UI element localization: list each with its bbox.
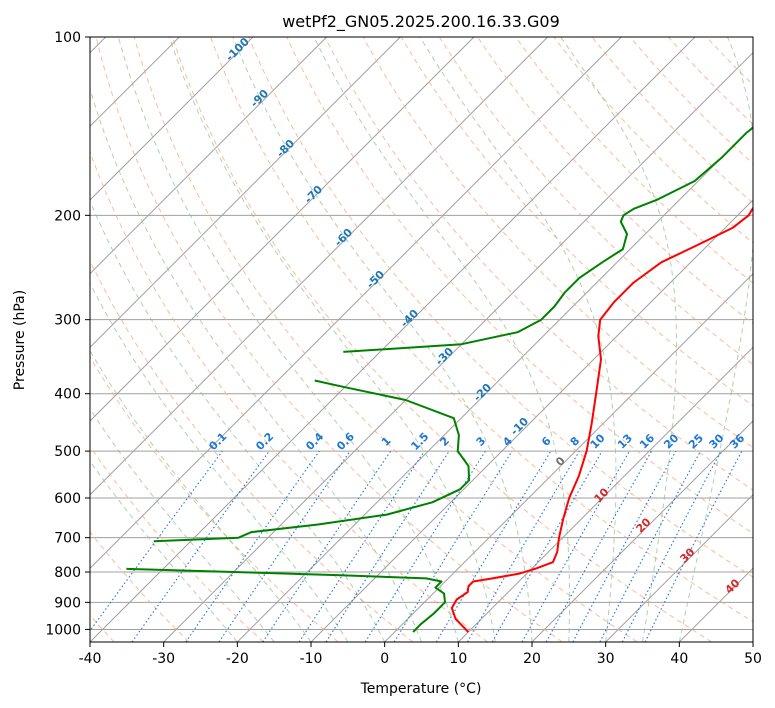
mixing-ratio-line	[298, 450, 425, 642]
isotherm-line	[90, 37, 328, 275]
isotherm-line	[531, 420, 753, 642]
mixing-ratio-line	[393, 450, 513, 642]
moist-adiabat-line	[90, 199, 386, 642]
isotherm-line	[90, 37, 549, 496]
y-tick-label: 700	[54, 531, 81, 547]
mixing-ratio-line	[644, 450, 743, 642]
dry-adiabat-line	[400, 37, 753, 407]
temperature-profile-line	[450, 206, 753, 633]
dry-adiabat-line	[362, 37, 753, 449]
x-axis-title: Temperature (°C)	[360, 681, 482, 697]
y-tick-label: 300	[54, 313, 81, 329]
isotherm-line	[90, 37, 401, 349]
x-tick-label: 40	[670, 651, 688, 667]
mixing-ratio-line	[521, 450, 630, 642]
mixing-ratio-line	[131, 450, 270, 642]
isotherm-line	[90, 37, 475, 422]
y-tick-label: 400	[54, 387, 81, 403]
moist-adiabat-line	[232, 37, 533, 642]
dry-adiabat-line	[286, 37, 753, 534]
dry-adiabat-line	[95, 37, 563, 642]
dry-adiabat-line	[324, 37, 753, 491]
background-lines	[90, 37, 753, 642]
isotherm-line	[90, 37, 696, 642]
mixing-ratio-line	[545, 450, 653, 642]
x-tick-label: 0	[380, 651, 389, 667]
y-tick-label: 900	[54, 595, 81, 611]
moist-adiabat-line	[90, 282, 349, 642]
y-tick-label: 100	[54, 30, 81, 46]
moist-adiabat-line	[168, 37, 496, 642]
mixing-ratio-line	[90, 450, 223, 632]
moist-adiabat-line	[419, 37, 617, 642]
dry-adiabat-line	[210, 37, 753, 623]
isotherm-line	[163, 51, 753, 642]
isotherm-line	[384, 272, 753, 642]
y-tick-label: 1000	[45, 622, 81, 638]
dewpoint-profile-line	[126, 126, 753, 633]
dry-adiabat-line	[133, 37, 638, 642]
moist-adiabat-line	[90, 349, 312, 642]
y-axis: 1000 900 800 700 600 500 400 300 200 100	[45, 30, 90, 638]
x-axis: -40 -30 -20 -10 0 10 20 30 40 50	[79, 642, 762, 667]
x-tick-label: 30	[597, 651, 615, 667]
y-tick-label: 500	[54, 444, 81, 460]
x-tick-label: 20	[523, 651, 541, 667]
dry-adiabat-line	[90, 259, 414, 642]
x-tick-label: -30	[152, 651, 175, 667]
x-tick-label: -20	[226, 651, 249, 667]
x-tick-label: -40	[79, 651, 102, 667]
isotherm-line	[605, 493, 753, 642]
plot-frame	[89, 36, 754, 643]
y-axis-title: Pressure (hPa)	[12, 290, 28, 390]
chart-title: wetPf2_GN05.2025.200.16.33.G09	[282, 12, 560, 32]
y-tick-label: 200	[54, 208, 81, 224]
isotherm-line	[90, 37, 622, 570]
mixing-ratio-line	[572, 450, 677, 642]
moist-adiabat-line	[117, 37, 459, 642]
dry-adiabat-line	[248, 37, 753, 578]
moist-adiabat-line	[313, 37, 570, 642]
mixing-ratio-line	[325, 450, 450, 642]
y-tick-label: 800	[54, 565, 81, 581]
mixing-ratio-line	[218, 450, 351, 642]
moist-adiabat-line	[678, 37, 753, 642]
moist-adiabat-line	[90, 87, 422, 642]
y-tick-label: 600	[54, 491, 81, 507]
x-tick-label: 10	[449, 651, 467, 667]
mixing-ratio-line	[185, 450, 320, 642]
mixing-ratio-line	[262, 450, 392, 642]
x-tick-label: 50	[744, 651, 762, 667]
series-layer	[126, 126, 753, 633]
dry-adiabat-line	[438, 37, 753, 366]
isotherm-line	[90, 37, 254, 201]
moist-adiabat-line	[560, 37, 678, 642]
x-tick-label: -10	[300, 651, 323, 667]
dry-adiabat-line	[90, 531, 190, 642]
